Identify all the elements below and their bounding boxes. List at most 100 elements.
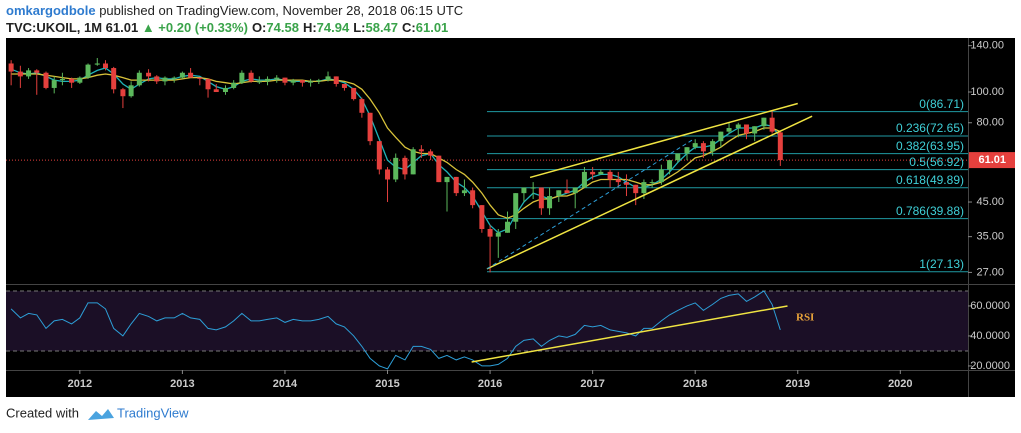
candle-body <box>43 72 49 88</box>
y-tick-label: 35.00 <box>976 231 1004 243</box>
candle-body <box>581 171 587 188</box>
x-tick-label: 2020 <box>888 378 912 390</box>
candle-body <box>428 151 434 156</box>
candle-body <box>410 149 416 175</box>
trendline <box>529 102 798 179</box>
rsi-band <box>6 290 968 351</box>
candle-body <box>530 187 536 189</box>
candle-body <box>641 182 647 194</box>
candle-body <box>735 124 741 129</box>
candle-body <box>633 184 639 194</box>
rsi-tick-label: 20.0000 <box>970 360 1010 372</box>
footer-brand[interactable]: TradingView <box>117 405 189 420</box>
candle-body <box>128 85 134 97</box>
candle-body <box>154 76 160 82</box>
fib-label: 0(86.71) <box>919 97 964 111</box>
rsi-tick-label: 60.0000 <box>970 300 1010 312</box>
candle-body <box>111 68 117 90</box>
candle-body <box>69 78 75 83</box>
ohlc-key: O: <box>252 20 266 35</box>
candle-body <box>393 157 399 180</box>
candle-body <box>718 131 724 142</box>
candle-body <box>59 78 65 81</box>
candle-body <box>547 196 553 209</box>
candle-body <box>761 117 767 127</box>
candle-body <box>710 141 716 152</box>
candle-body <box>231 82 237 88</box>
candle-body <box>213 89 219 93</box>
candle-body <box>777 132 783 161</box>
candle-body <box>607 171 613 180</box>
ohlc-value: 74.58 <box>266 20 299 35</box>
author[interactable]: omkargodbole <box>6 3 96 18</box>
header-line-1: omkargodbole published on TradingView.co… <box>6 3 463 18</box>
ohlc-value: 74.94 <box>317 20 350 35</box>
candle-body <box>402 157 408 175</box>
ohlc-key: C: <box>402 20 416 35</box>
candle-body <box>162 77 168 82</box>
candle-body <box>453 176 459 194</box>
ohlc-value: 61.01 <box>416 20 449 35</box>
candle-body <box>222 87 228 93</box>
candle-body <box>615 179 621 183</box>
candle-body <box>538 187 544 209</box>
candle-body <box>282 77 288 83</box>
candle-body <box>572 187 578 194</box>
y-tick-label: 45.00 <box>976 196 1004 208</box>
candle-body <box>136 72 142 86</box>
symbol: TVC:UKOIL, 1M 61.01 <box>6 20 138 35</box>
candle-body <box>120 89 126 97</box>
fib-label: 0.5(56.92) <box>909 155 964 169</box>
candle-body <box>333 76 339 84</box>
candle-body <box>341 83 347 88</box>
candle-body <box>85 64 91 78</box>
candle-body <box>367 112 373 142</box>
y-tick-label: 27.00 <box>976 266 1004 278</box>
candle-body <box>351 87 357 100</box>
candle-body <box>461 190 467 194</box>
trendline <box>486 138 694 270</box>
header-line-2: TVC:UKOIL, 1M 61.01 ▲ +0.20 (+0.33%) O:74… <box>6 20 448 35</box>
candle-body <box>17 71 23 77</box>
candle-body <box>649 182 655 184</box>
candle-body <box>239 72 245 83</box>
candle-body <box>505 221 511 233</box>
ohlc-key: L: <box>353 20 365 35</box>
fib-label: 0.382(63.95) <box>896 139 964 153</box>
logo[interactable] <box>88 409 114 420</box>
candle-body <box>658 169 664 183</box>
fib-label: 1(27.13) <box>919 257 964 271</box>
footer-text: Created with <box>6 405 79 420</box>
trendline <box>486 115 813 270</box>
candle-body <box>265 78 271 82</box>
x-tick-label: 2018 <box>683 378 707 390</box>
candle-body <box>418 149 424 152</box>
candle-body <box>171 77 177 79</box>
rsi-tick-label: 40.0000 <box>970 330 1010 342</box>
candle-body <box>94 63 100 65</box>
candle-body <box>248 72 254 82</box>
candle-body <box>376 141 382 170</box>
candle-body <box>290 80 296 83</box>
candle-body <box>436 155 442 183</box>
candle-body <box>752 126 758 134</box>
candle-body <box>479 205 485 229</box>
candle-body <box>692 143 698 148</box>
candle-body <box>521 187 527 194</box>
candle-body <box>385 169 391 180</box>
rsi-line <box>10 290 781 370</box>
candle-body <box>179 72 185 78</box>
candle-body <box>684 147 690 154</box>
ohlc-key: H: <box>303 20 317 35</box>
candle-body <box>256 81 262 83</box>
candle-body <box>274 77 280 79</box>
candle-body <box>495 232 501 237</box>
fib-label: 0.786(39.88) <box>896 204 964 218</box>
candle-body <box>188 72 194 78</box>
x-tick-label: 2016 <box>478 378 502 390</box>
published: published on TradingView.com, November 2… <box>99 3 463 18</box>
change: ▲ +0.20 (+0.33%) <box>142 20 248 35</box>
candle-body <box>487 228 493 237</box>
candle-body <box>556 190 562 197</box>
